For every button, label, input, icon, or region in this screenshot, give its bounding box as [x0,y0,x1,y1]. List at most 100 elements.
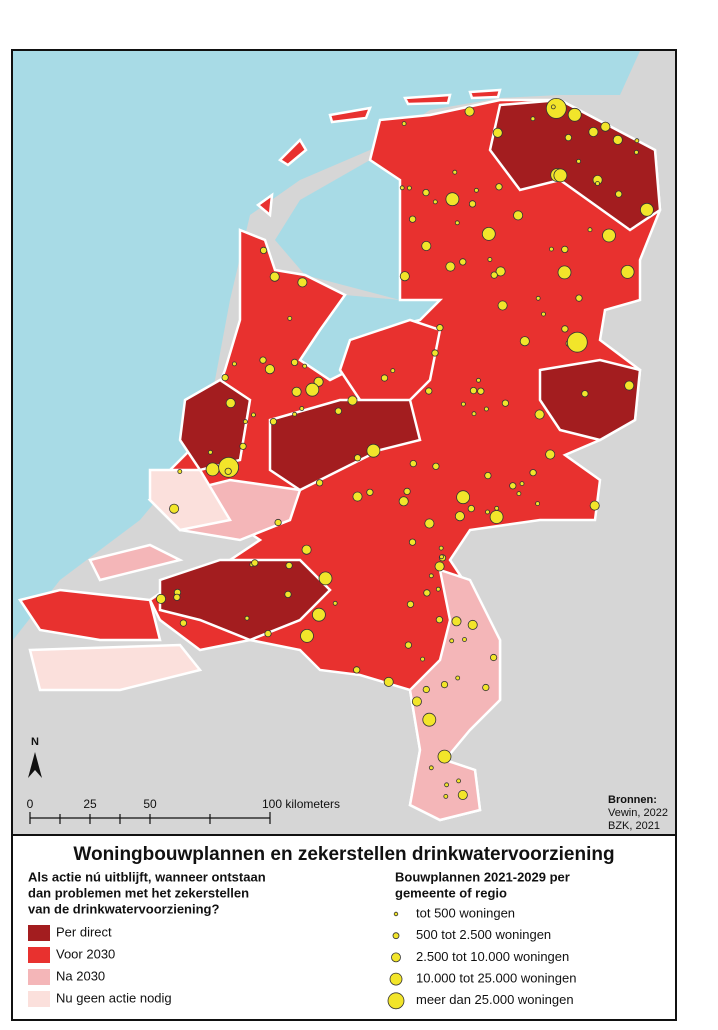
scale-label: 25 [83,797,97,811]
bubble [516,491,522,497]
zeeland-islands [17,588,162,642]
legend-label: Voor 2030 [56,946,115,961]
bubble [462,637,467,642]
bubble [444,782,450,788]
bubble [561,325,569,333]
bubble [205,462,220,477]
legend-question: van de drinkwatervoorziening? [28,901,219,916]
bubble [595,181,600,186]
bubble [315,479,324,487]
bubble [411,696,422,707]
bubble [485,509,490,515]
bubble [634,149,639,155]
bubble [467,504,475,513]
bubble [311,607,326,622]
bubble [269,417,277,426]
bubble [487,257,493,262]
bubble [297,277,308,288]
bubble [301,544,312,555]
bubble [445,261,456,272]
sources-title: Bronnen: [608,794,657,806]
bubble [264,629,272,638]
bubble [587,227,593,233]
bubble [473,187,479,193]
bubble [464,106,475,117]
bubble [534,409,545,420]
bubble [403,487,411,495]
legend-swatch [28,991,50,1007]
legend-sizes-title: Bouwplannen 2021-2029 per [395,869,570,884]
bubble [497,300,508,311]
legend-label: tot 500 woningen [416,905,515,920]
bubble [615,190,623,198]
sea [13,51,640,640]
bubble [467,619,478,630]
bubble [421,240,432,251]
bubble [588,127,599,138]
legend-swatch [28,947,50,963]
bubble [420,656,426,662]
bubble [425,387,433,395]
region [158,558,332,642]
bubble [576,158,581,164]
bubble [432,462,440,470]
bubble [424,518,435,529]
bubble [390,368,396,374]
bubble [640,202,654,217]
bubble [225,398,236,409]
bubble [259,356,267,364]
bubble [457,790,468,801]
bubble [484,471,492,480]
scale-label: 0 [27,797,34,811]
bubble [422,189,430,197]
bubble [409,459,417,468]
bubble [535,501,540,507]
bubble [347,395,358,406]
bubble [352,491,363,502]
bubble [422,685,430,694]
bubble [404,641,412,649]
bubble [439,554,445,560]
bubble [353,454,362,462]
bubble [451,616,462,627]
bubble [509,482,517,490]
bubble [408,538,417,546]
bubble [299,406,305,411]
bubble [432,199,438,205]
bubble [406,185,412,191]
bubble [477,387,485,395]
legend-label: Na 2030 [56,968,105,983]
bubble [437,749,452,764]
bubble [244,615,250,621]
bubble [501,399,509,407]
bubble [529,469,537,477]
bubble [557,265,572,280]
legend-question: dan problemen met het zekerstellen [28,885,249,900]
legend-label: Nu geen actie nodig [56,990,172,1005]
limburg [408,568,502,822]
bubble [383,676,394,687]
legend-label: meer dan 25.000 woningen [416,992,574,1007]
bubble [318,571,333,586]
bubble [305,382,320,397]
bubble [549,246,554,252]
bubble [224,467,232,475]
bubble [489,510,504,524]
legend-question: Als actie nú uitblijft, wanneer ontstaan [28,869,266,884]
legend-label: 500 tot 2.500 woningen [416,927,551,942]
bubble [291,386,302,397]
bubble [495,266,506,277]
bubble [406,600,415,608]
bubble [483,406,489,412]
bubble [612,134,623,145]
bubble [481,226,496,241]
bubble [177,469,183,474]
bubble [519,336,530,347]
legend-bubble [392,932,400,940]
legend-swatch [28,925,50,941]
bubble [459,258,467,266]
bubble [422,712,437,727]
bubble [353,666,361,674]
bubble [602,228,616,243]
